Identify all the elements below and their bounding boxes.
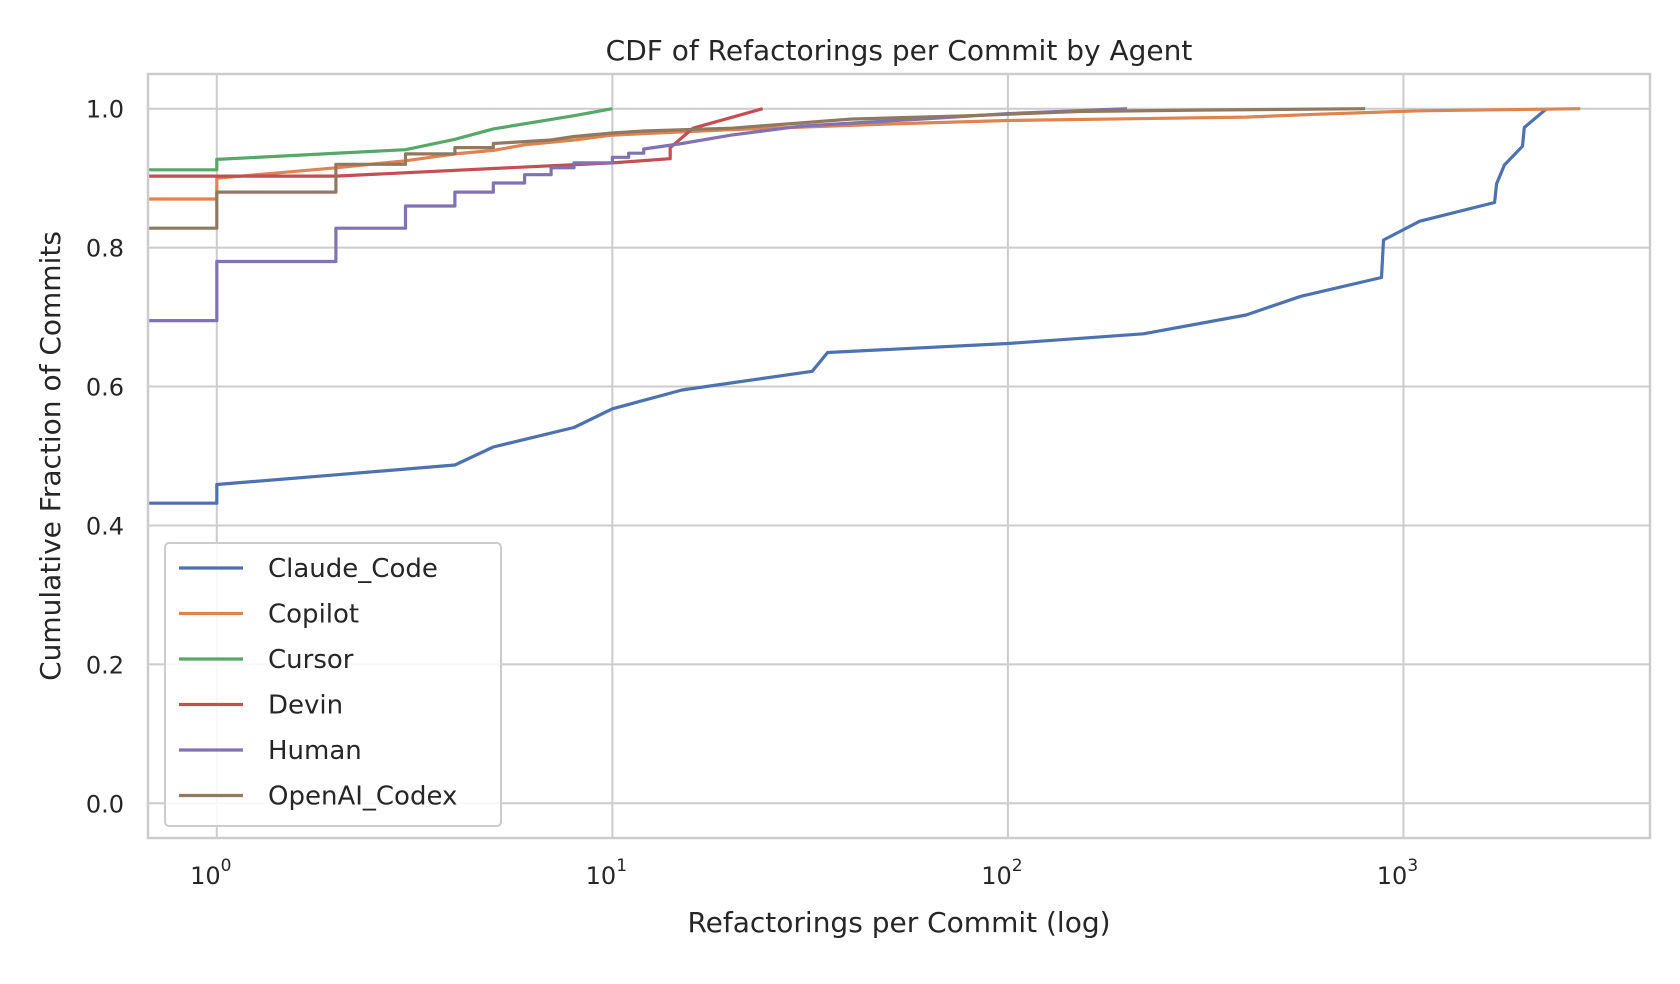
plot-frame xyxy=(146,72,1652,840)
y-tick-label: 0.0 xyxy=(86,790,124,818)
x-tick-label: 103 xyxy=(1377,856,1418,890)
x-axis-label: Refactorings per Commit (log) xyxy=(687,906,1110,939)
series-line-devin xyxy=(148,107,764,178)
x-tick-label: 101 xyxy=(586,856,627,890)
series-lines xyxy=(148,107,1581,505)
series-line-claude-code xyxy=(148,107,1548,505)
x-tick-exponent: 1 xyxy=(616,856,627,876)
chart-title: CDF of Refactorings per Commit by Agent xyxy=(606,34,1193,67)
y-tick-label: 0.6 xyxy=(86,374,124,402)
y-tick-label: 0.8 xyxy=(86,235,124,263)
x-tick-base: 10 xyxy=(586,862,617,890)
series-line-copilot xyxy=(148,107,1581,201)
series-line-cursor xyxy=(148,107,613,172)
legend-label: OpenAI_Codex xyxy=(268,782,457,812)
x-tick-exponent: 0 xyxy=(221,856,232,876)
legend-box xyxy=(164,542,502,827)
x-tick-label: 100 xyxy=(190,856,231,890)
y-tick-label: 1.0 xyxy=(86,96,124,124)
y-axis-label: Cumulative Fraction of Commits xyxy=(34,231,67,681)
series-line-openai-codex xyxy=(148,107,1366,230)
y-tick-label: 0.4 xyxy=(86,512,124,540)
legend-label: Copilot xyxy=(268,600,359,630)
legend-label: Human xyxy=(268,736,362,766)
x-tick-exponent: 2 xyxy=(1012,856,1023,876)
x-tick-base: 10 xyxy=(981,862,1012,890)
legend-label: Cursor xyxy=(268,645,354,675)
y-tick-labels: 0.0 0.2 0.4 0.6 0.8 1.0 xyxy=(86,96,124,819)
y-tick-label: 0.2 xyxy=(86,651,124,679)
x-tick-base: 10 xyxy=(1377,862,1408,890)
legend-label: Devin xyxy=(268,691,343,721)
x-tick-base: 10 xyxy=(190,862,221,890)
series-line-human xyxy=(148,107,1128,323)
legend: Claude_Code Copilot Cursor Devin Human OpenAI… xyxy=(164,542,502,827)
legend-label: Claude_Code xyxy=(268,554,438,584)
x-tick-exponent: 3 xyxy=(1407,856,1418,876)
x-tick-label: 102 xyxy=(981,856,1022,890)
x-tick-labels: 100 101 102 103 xyxy=(190,856,1418,890)
